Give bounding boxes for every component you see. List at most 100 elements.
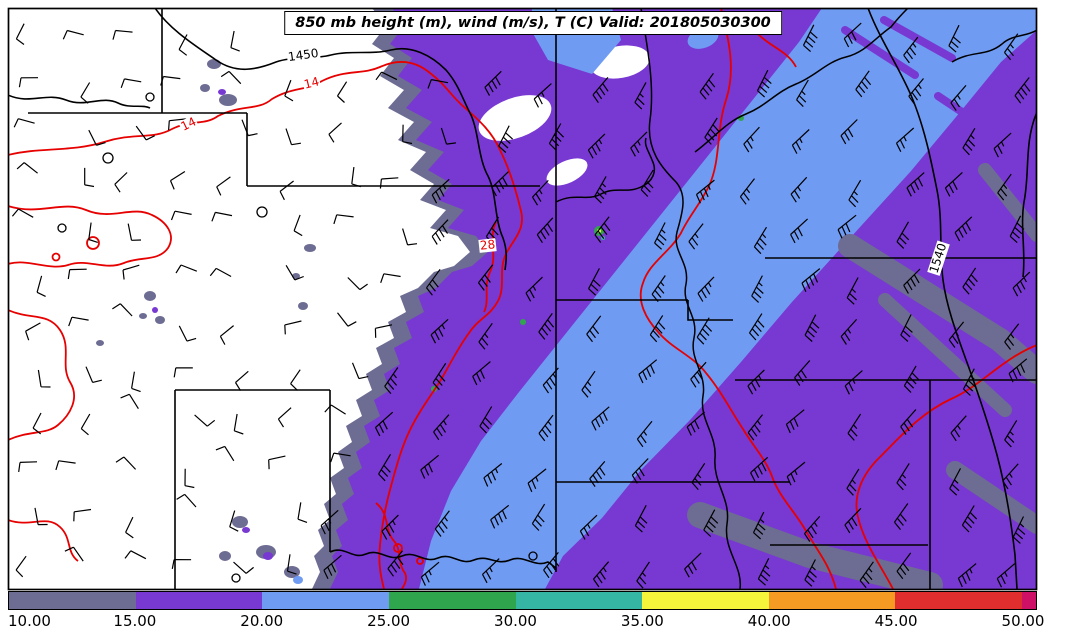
wind-barb: [757, 558, 771, 586]
wind-barb: [13, 118, 35, 128]
wind-barb: [55, 460, 76, 471]
wind-barb: [219, 325, 234, 345]
wind-barb: [896, 221, 910, 249]
wind-barb: [127, 223, 142, 241]
river-lines: [555, 9, 1036, 589]
wind-barb: [640, 169, 654, 197]
wind-barb: [220, 70, 242, 85]
wind-barb: [384, 367, 399, 394]
wind-barb: [320, 509, 339, 535]
wind-barb: [431, 178, 450, 204]
wind-barb: [786, 461, 806, 486]
wind-barb: [697, 276, 715, 302]
wind-barb: [538, 414, 554, 442]
wind-barb: [233, 413, 244, 435]
wind-barb: [337, 312, 357, 327]
wind-barb: [840, 318, 858, 345]
wind-barb: [211, 211, 233, 222]
missouri-river: [555, 137, 656, 203]
wind-barb: [846, 277, 859, 305]
wind-barb: [747, 414, 763, 441]
wind-barb: [790, 218, 809, 244]
colorbar-segment-10-15: [9, 592, 136, 609]
wind-barb: [170, 210, 192, 221]
colorbar-tick-label: 20.00: [240, 612, 284, 630]
wind-barb: [478, 322, 493, 350]
wind-barb: [636, 561, 650, 589]
wind-barb: [536, 217, 554, 244]
wind-barb: [751, 275, 764, 303]
wind-barb: [387, 550, 404, 577]
wind-barb: [491, 171, 509, 197]
wind-barb: [753, 226, 768, 255]
wind-barb: [591, 406, 610, 431]
wind-barb: [586, 315, 602, 343]
wind-barb: [381, 514, 399, 540]
wind-barb: [961, 505, 978, 533]
wind-barb: [324, 404, 346, 415]
colorbar: [8, 591, 1037, 610]
wind-barb: [1004, 323, 1020, 350]
wind-barb: [333, 214, 354, 225]
wind-barb: [112, 303, 133, 317]
wind-barb: [472, 361, 491, 386]
wind-barb: [209, 267, 232, 278]
wind-barb: [431, 219, 449, 245]
wind-barb: [434, 510, 450, 537]
wind-barb: [594, 216, 611, 243]
wind-barb: [173, 367, 193, 378]
colorbar-tick-label: 10.00: [8, 612, 51, 630]
wind-barb: [634, 82, 647, 110]
wind-barb: [277, 407, 292, 428]
wind-barb: [948, 321, 965, 348]
ohio-river: [694, 9, 909, 153]
wind-barb: [903, 365, 920, 393]
wind-barb: [588, 268, 601, 296]
wind-barb: [654, 222, 667, 250]
wind-barb: [802, 24, 818, 53]
wind-barb: [538, 313, 555, 340]
wind-barb: [743, 126, 760, 153]
wind-barb: [592, 77, 609, 104]
wind-barb: [284, 79, 294, 102]
wind-barb: [594, 176, 607, 204]
wind-barb: [18, 77, 39, 88]
wind-barb: [379, 177, 399, 189]
wind-barb: [402, 228, 418, 246]
wind-barb: [684, 552, 702, 578]
wind-barb: [631, 458, 649, 484]
wind-barb: [957, 563, 977, 588]
colorbar-tick-label: 40.00: [747, 612, 791, 630]
wind-barb: [688, 223, 704, 250]
wind-barb: [32, 412, 42, 435]
wind-barb: [171, 559, 192, 570]
wind-barb: [843, 22, 862, 48]
colorbar-overflow-segment: [1022, 592, 1036, 609]
wind-barb: [18, 461, 38, 472]
wind-barb: [479, 406, 493, 434]
colorbar-segment-25-30: [388, 592, 516, 609]
colorbar-tick-label: 50.00: [1001, 612, 1045, 630]
colorbar-labels: 10.00 15.00 20.00 25.00 30.00 35.00 40.00 45.00…: [0, 612, 1065, 632]
wind-barb: [375, 71, 398, 81]
wind-barb: [125, 516, 134, 539]
wind-barb: [433, 414, 450, 441]
colorbar-tick-label: 35.00: [620, 612, 664, 630]
wind-barb: [962, 368, 976, 396]
wind-barb: [131, 371, 141, 393]
wind-barb: [699, 72, 716, 100]
wind-barb: [427, 79, 449, 89]
wind-barb: [803, 516, 821, 542]
wind-barb: [37, 369, 51, 388]
wind-barb: [962, 127, 976, 156]
map-frame: [7, 7, 1038, 591]
state-boundary-lines: [28, 9, 1036, 589]
wind-barb: [840, 119, 858, 145]
wind-barb: [430, 318, 449, 344]
wind-barb: [543, 552, 560, 579]
wind-barb: [525, 276, 543, 302]
colorbar-tick-label: 25.00: [367, 612, 411, 630]
wind-barb: [847, 413, 862, 441]
wind-barb: [135, 125, 155, 141]
